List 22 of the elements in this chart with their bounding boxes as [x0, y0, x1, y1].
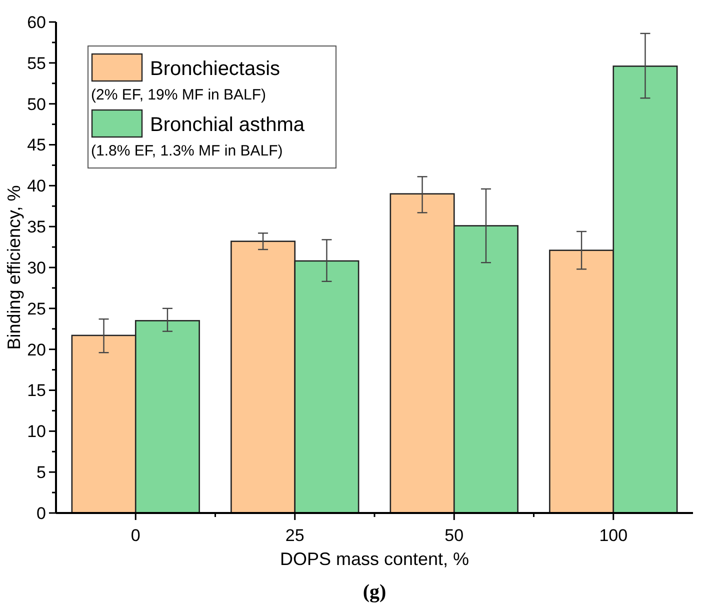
y-tick-label: 40: [27, 176, 46, 196]
y-tick-label: 55: [27, 54, 46, 73]
x-tick-label: 50: [444, 526, 464, 545]
y-tick-label: 30: [27, 258, 46, 278]
x-tick-label: 25: [285, 526, 304, 545]
y-tick-label: 0: [36, 504, 46, 523]
y-tick-label: 60: [27, 12, 46, 32]
x-axis-title: DOPS mass content, %: [280, 549, 470, 569]
legend-label: Bronchiectasis (2% EF, 19% MF in BALF): [91, 58, 280, 104]
y-axis-title: Binding efficiency, %: [4, 185, 24, 350]
y-tick-label: 15: [27, 381, 46, 400]
y-tick-label: 25: [27, 299, 46, 318]
y-tick-label: 35: [27, 218, 46, 237]
legend-label: Bronchial asthma (1.8% EF, 1.3% MF in BALF): [91, 114, 306, 160]
text: (g): [362, 581, 386, 603]
x-tick-label: 0: [130, 526, 140, 545]
y-tick-label: 5: [36, 463, 46, 482]
x-tick-label: 100: [599, 526, 628, 545]
y-tick-label: 45: [27, 136, 46, 155]
y-tick-label: 20: [27, 340, 46, 360]
y-tick-label: 10: [27, 422, 46, 442]
y-tick-label: 50: [27, 94, 46, 114]
